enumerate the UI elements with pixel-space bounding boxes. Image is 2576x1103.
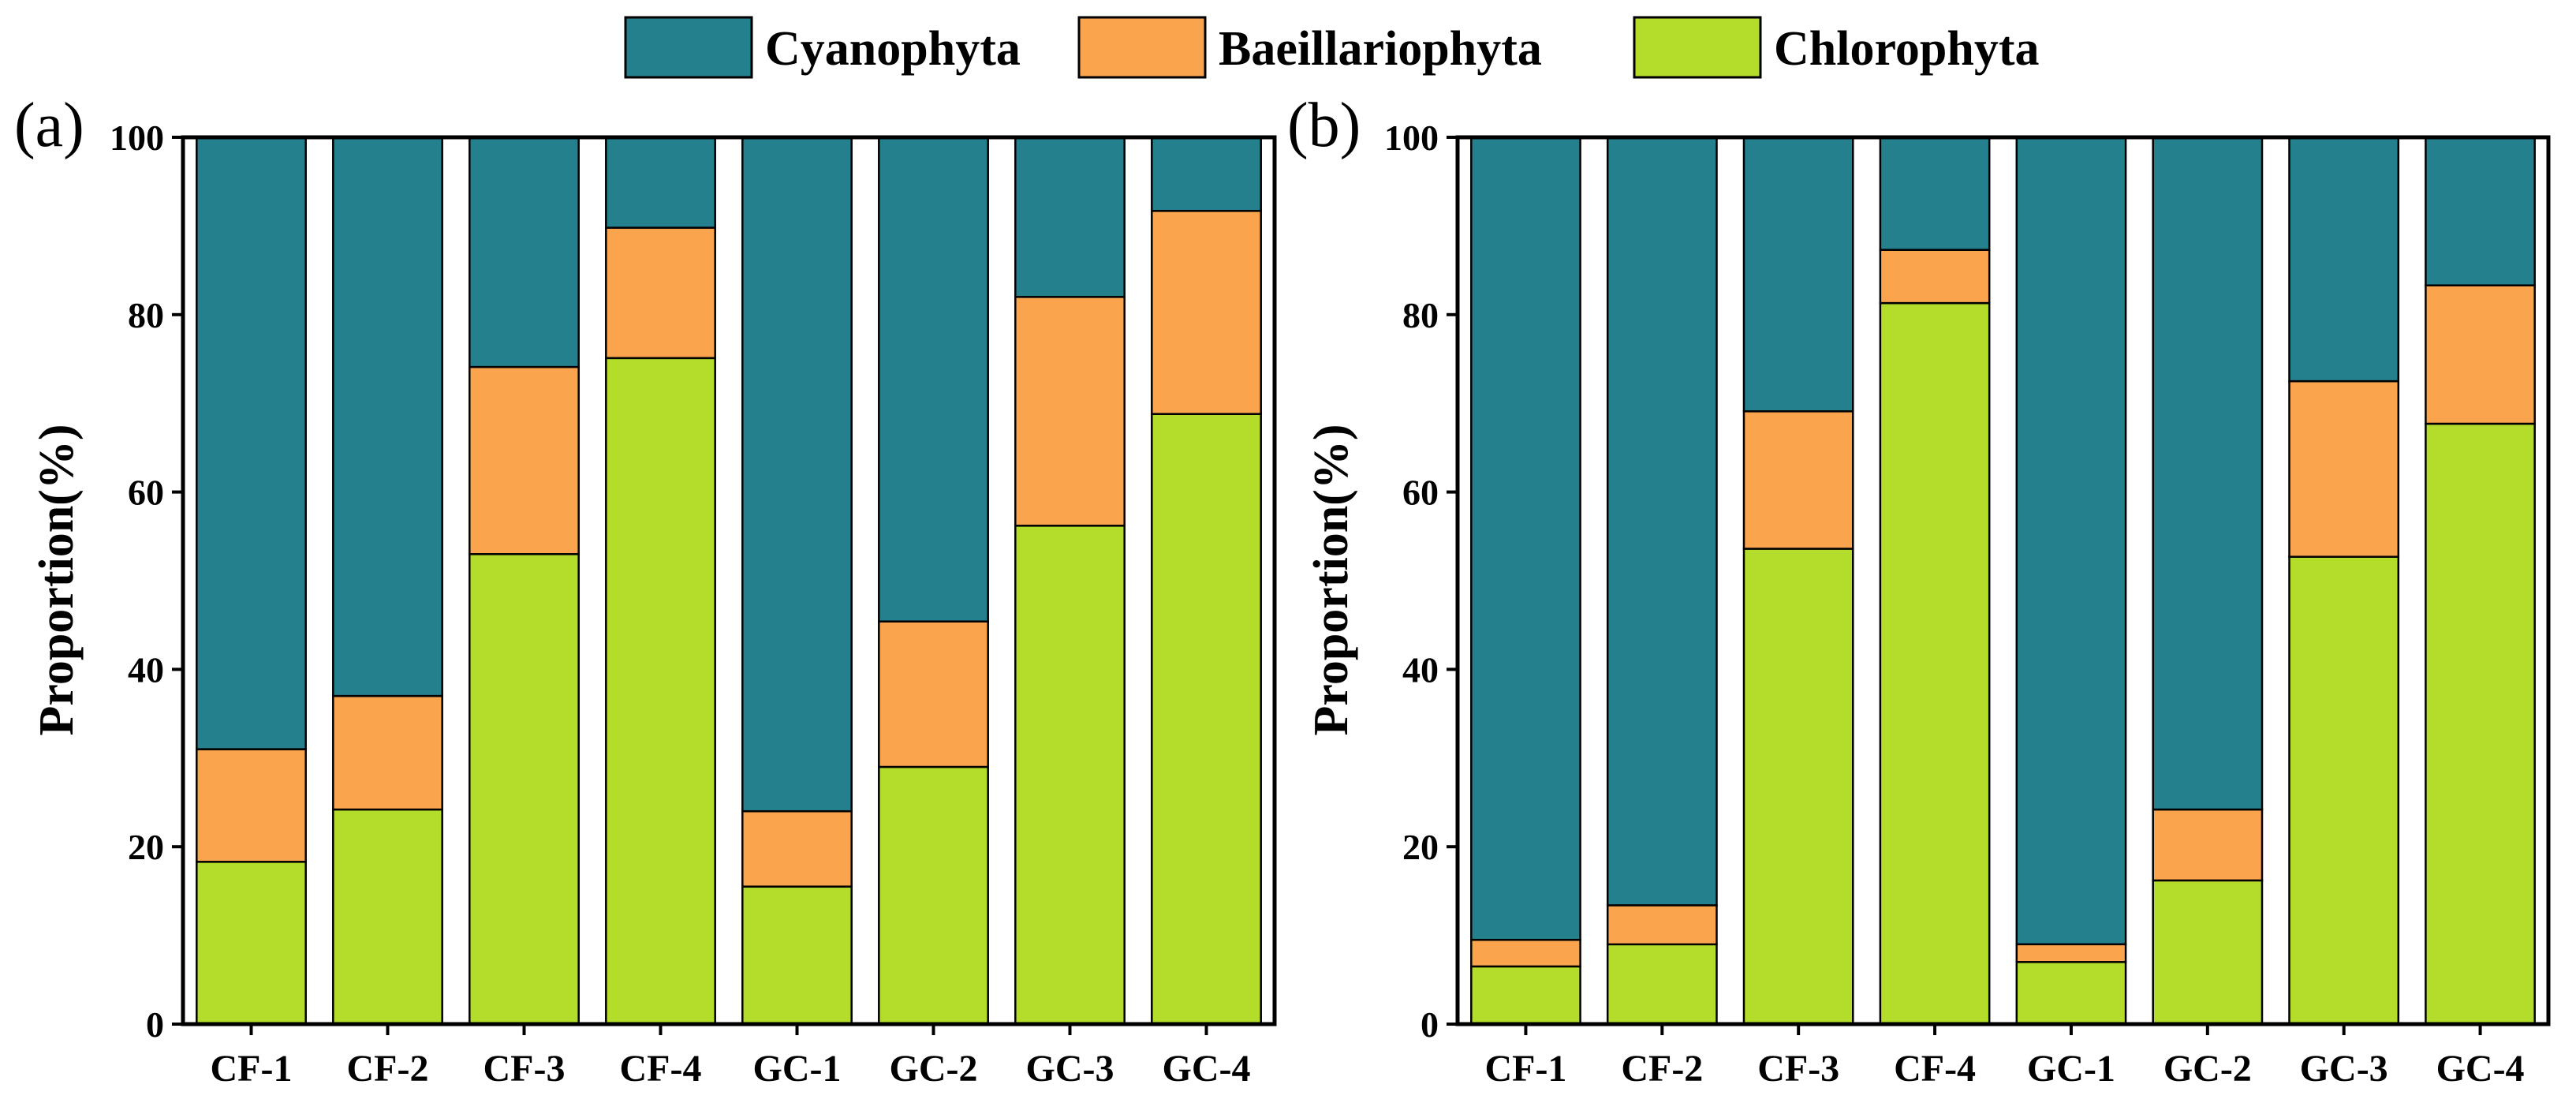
panel-a-plot-frame xyxy=(181,135,1277,1026)
panel-b-bar-cf-1-cyanophyta xyxy=(1470,136,1581,941)
panel-a-bar-cf-4-baeillariophyta xyxy=(605,226,716,360)
legend-swatch-cyanophyta xyxy=(624,16,753,79)
panel-b-bar-cf-4-cyanophyta xyxy=(1879,136,1991,251)
panel-b-bar-gc-3-chlorophyta xyxy=(2288,555,2400,1026)
panel-b-bar-gc-1-baeillariophyta xyxy=(2015,943,2127,963)
panel-b-bar-cf-1-baeillariophyta xyxy=(1470,938,1581,968)
panel-a-bar-gc-3-baeillariophyta xyxy=(1014,296,1126,527)
panel-b-bar-gc-4-chlorophyta xyxy=(2425,422,2536,1026)
panel-b-bar-gc-2-cyanophyta xyxy=(2152,136,2264,811)
legend-label-chlorophyta: Chlorophyta xyxy=(1774,22,2040,76)
panel-b-label: (b) xyxy=(1287,91,1361,160)
panel-b-x-tick-label: CF-1 xyxy=(1484,1048,1566,1090)
panel-a: (a) Proportion(%) CF-1 CF-2 CF-3 CF-4 GC-1 GC… xyxy=(14,91,1277,1090)
panel-b-bar-gc-2-baeillariophyta xyxy=(2152,808,2264,882)
panel-b-x-tick-label: GC-1 xyxy=(2027,1048,2115,1090)
panel-a-y-axis-title: Proportion(%) xyxy=(30,424,84,736)
panel-a-bar-cf-1-baeillariophyta xyxy=(196,748,307,863)
panel-a-bar-cf-2-cyanophyta xyxy=(332,136,443,697)
panel-b-x-tick-label: CF-3 xyxy=(1757,1048,1839,1090)
panel-b-y-tick-label: 100 xyxy=(1384,118,1439,158)
panel-a-bar-cf-2-chlorophyta xyxy=(332,808,443,1026)
panel-b-x-tick-label: GC-3 xyxy=(2300,1048,2388,1090)
panel-b-y-tick-label: 0 xyxy=(1421,1004,1439,1045)
panel-a-bar-cf-4-chlorophyta xyxy=(605,357,716,1026)
panel-b-x-tick-label: CF-2 xyxy=(1621,1048,1703,1090)
panel-b-bar-gc-3-baeillariophyta xyxy=(2288,380,2400,558)
panel-b-bar-gc-2-chlorophyta xyxy=(2152,879,2264,1026)
panel-b-bar-cf-2-baeillariophyta xyxy=(1606,904,1718,946)
panel-a-y-tick-label: 80 xyxy=(128,295,164,335)
panel-b-bar-gc-4-baeillariophyta xyxy=(2425,284,2536,425)
panel-a-bar-gc-4-cyanophyta xyxy=(1151,136,1262,212)
panel-b-bar-gc-3-cyanophyta xyxy=(2288,136,2400,383)
panel-a-y-tick-label: 40 xyxy=(128,649,164,690)
panel-b-y-tick-label: 60 xyxy=(1402,473,1439,513)
panel-b-bar-cf-4-baeillariophyta xyxy=(1879,249,1991,305)
panel-b-bar-gc-1-cyanophyta xyxy=(2015,136,2127,946)
panel-b-bar-cf-1-chlorophyta xyxy=(1470,965,1581,1026)
panel-a-bar-cf-1-cyanophyta xyxy=(196,136,307,750)
panel-a-x-tick-label: GC-4 xyxy=(1163,1048,1251,1090)
panel-a-bar-cf-1-chlorophyta xyxy=(196,861,307,1026)
panel-b-plot-frame xyxy=(1455,135,2551,1026)
panel-b-x-tick-label: GC-4 xyxy=(2436,1048,2525,1090)
panel-a-bar-gc-4-baeillariophyta xyxy=(1151,210,1262,415)
panel-a-bar-gc-2-baeillariophyta xyxy=(878,620,989,768)
panel-a-bar-cf-3-chlorophyta xyxy=(469,553,580,1026)
panel-a-bar-gc-2-chlorophyta xyxy=(878,765,989,1026)
panel-a-x-tick-label: CF-1 xyxy=(211,1048,293,1090)
panel-b-y-tick-label: 20 xyxy=(1402,827,1439,867)
panel-a-bar-gc-1-cyanophyta xyxy=(741,136,853,813)
panel-b-bar-cf-3-cyanophyta xyxy=(1742,136,1854,413)
legend-swatch-baeillariophyta xyxy=(1077,16,1207,79)
panel-a-x-tick-label: CF-3 xyxy=(483,1048,566,1090)
panel-a-bar-gc-1-baeillariophyta xyxy=(741,809,853,888)
panel-a-bar-gc-2-cyanophyta xyxy=(878,136,989,623)
panel-b: (b) Proportion(%) CF-1 CF-2 CF-3 CF-4 GC-1 GC… xyxy=(1287,91,2551,1090)
panel-b-y-tick-label: 40 xyxy=(1402,649,1439,690)
panel-a-bar-cf-2-baeillariophyta xyxy=(332,694,443,811)
panel-b-y-axis-title: Proportion(%) xyxy=(1305,424,1358,736)
panel-a-bar-gc-1-chlorophyta xyxy=(741,885,853,1026)
legend-swatch-chlorophyta xyxy=(1633,16,1762,79)
panel-a-x-tick-label: GC-1 xyxy=(753,1048,842,1090)
panel-a-x-tick-label: GC-2 xyxy=(890,1048,978,1090)
panel-a-bar-gc-3-cyanophyta xyxy=(1014,136,1126,298)
panel-a-bar-cf-3-baeillariophyta xyxy=(469,365,580,555)
panel-b-bar-cf-4-chlorophyta xyxy=(1879,301,1991,1026)
panel-a-y-tick-label: 60 xyxy=(128,473,164,513)
panel-b-bar-cf-3-baeillariophyta xyxy=(1742,410,1854,550)
panel-b-bar-gc-4-cyanophyta xyxy=(2425,136,2536,286)
panel-a-bar-gc-3-chlorophyta xyxy=(1014,525,1126,1026)
legend: Cyanophyta Baeillariophyta Chlorophyta xyxy=(624,16,2040,79)
panel-a-bar-gc-4-chlorophyta xyxy=(1151,413,1262,1026)
panel-b-x-tick-label: GC-2 xyxy=(2163,1048,2252,1090)
panel-b-x-tick-label: CF-4 xyxy=(1894,1048,1976,1090)
panel-a-x-tick-label: CF-2 xyxy=(347,1048,429,1090)
panel-a-x-tick-label: GC-3 xyxy=(1026,1048,1114,1090)
panel-b-bar-cf-2-chlorophyta xyxy=(1606,943,1718,1026)
panel-a-bar-cf-3-cyanophyta xyxy=(469,136,580,368)
panel-a-label: (a) xyxy=(14,91,84,160)
panel-a-bar-cf-4-cyanophyta xyxy=(605,136,716,229)
panel-a-y-tick-label: 100 xyxy=(110,118,164,158)
panel-a-y-tick-label: 20 xyxy=(128,827,164,867)
panel-a-y-tick-label: 0 xyxy=(146,1004,164,1045)
panel-b-y-tick-label: 80 xyxy=(1402,295,1439,335)
legend-label-baeillariophyta: Baeillariophyta xyxy=(1219,22,1542,76)
panel-a-x-tick-label: CF-4 xyxy=(620,1048,702,1090)
panel-b-bar-cf-2-cyanophyta xyxy=(1606,136,1718,907)
legend-label-cyanophyta: Cyanophyta xyxy=(765,22,1021,76)
panel-b-bar-cf-3-chlorophyta xyxy=(1742,548,1854,1026)
panel-b-bar-gc-1-chlorophyta xyxy=(2015,961,2127,1026)
